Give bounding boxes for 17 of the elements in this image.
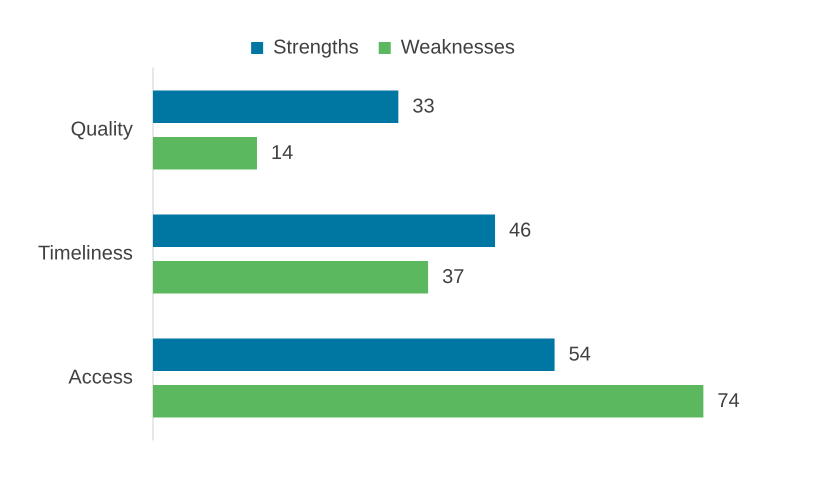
bar (152, 136, 257, 170)
bar (152, 338, 555, 372)
bar (152, 260, 428, 294)
legend-label: Weaknesses (400, 36, 515, 59)
bar (152, 214, 496, 248)
y-tick-label: Timeliness (38, 242, 133, 265)
bar (152, 90, 398, 124)
data-label: 14 (270, 142, 294, 164)
data-label: 46 (509, 219, 532, 242)
legend-label: Strengths (273, 36, 359, 59)
data-label: 54 (568, 343, 591, 366)
y-tick-label: Quality (70, 118, 133, 141)
data-label: 74 (717, 390, 740, 412)
y-tick-label: Access (68, 366, 133, 389)
data-label: 33 (412, 95, 435, 118)
data-label: 37 (442, 266, 464, 288)
bar (152, 384, 704, 418)
